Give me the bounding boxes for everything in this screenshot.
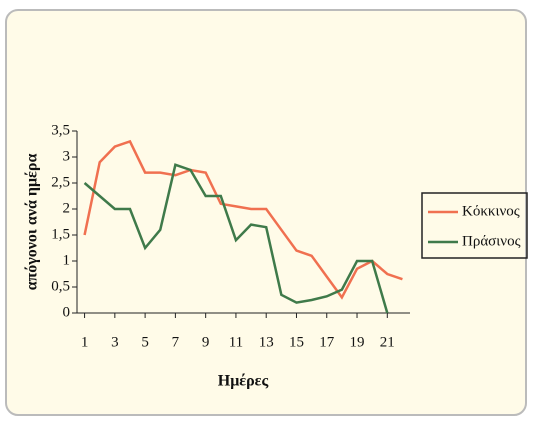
chart-frame (5, 9, 527, 416)
x-tick-label: 19 (350, 334, 365, 350)
x-axis-label: Ημέρες (218, 373, 269, 390)
y-tick-label: 3 (63, 148, 71, 164)
y-tick-label: 1 (63, 252, 71, 268)
legend-box (421, 192, 528, 259)
x-tick-label: 3 (111, 334, 119, 350)
y-axis-label: απόγονοι ανά ημέρα (24, 154, 41, 291)
series-line (83, 139, 403, 300)
series-line (83, 163, 389, 314)
x-tick-label: 7 (172, 334, 180, 350)
y-tick-label: 0,5 (51, 278, 70, 294)
y-tick-label: 1,5 (51, 226, 70, 242)
y-tick-label: 2,5 (51, 174, 70, 190)
x-tick-label: 5 (141, 334, 149, 350)
x-tick-label: 9 (202, 334, 210, 350)
y-tick-label: 0 (63, 304, 71, 320)
x-tick-label: 1 (81, 334, 89, 350)
x-tick-label: 11 (229, 334, 243, 350)
x-tick-label: 15 (289, 334, 304, 350)
legend-label: Κόκκινος (462, 203, 520, 219)
y-tick-label: 3,5 (51, 122, 70, 138)
y-tick-label: 2 (63, 200, 71, 216)
x-tick-label: 13 (259, 334, 274, 350)
x-tick-label: 17 (319, 334, 335, 350)
legend-label: Πράσινος (462, 233, 521, 249)
x-tick-label: 21 (380, 334, 395, 350)
